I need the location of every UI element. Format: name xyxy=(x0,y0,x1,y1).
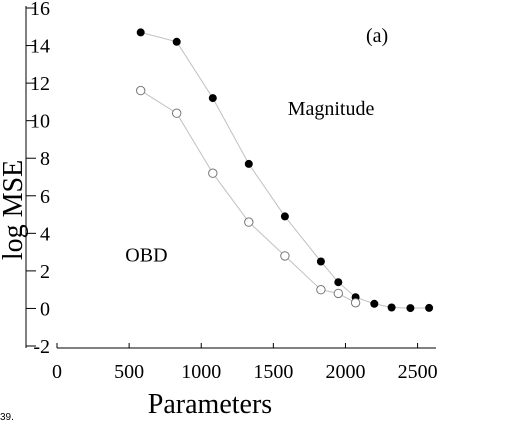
y-tick-label: 16 xyxy=(30,0,50,20)
x-tick-label: 2000 xyxy=(325,361,365,383)
data-point xyxy=(333,288,343,299)
data-point xyxy=(370,299,379,308)
y-tick-label: 0 xyxy=(40,298,50,320)
data-point xyxy=(208,168,218,178)
series-line xyxy=(140,90,356,304)
data-point xyxy=(280,251,290,261)
data-point xyxy=(425,303,434,312)
data-point xyxy=(350,298,361,308)
annotation-layer: Magnitude OBD xyxy=(125,98,374,266)
y-axis-title: log MSE xyxy=(0,160,29,260)
data-point xyxy=(244,159,253,168)
data-point xyxy=(136,85,146,96)
data-point xyxy=(136,28,145,37)
series-line xyxy=(140,31,430,309)
y-tick-label: 8 xyxy=(40,148,50,170)
data-point xyxy=(387,303,396,312)
data-point xyxy=(172,37,181,46)
x-tick-label: 500 xyxy=(114,361,144,383)
series-layer xyxy=(136,28,434,313)
footer-fragment: 39. xyxy=(0,412,14,423)
y-tick-label: 14 xyxy=(30,36,50,58)
panel-label: (a) xyxy=(366,25,388,47)
x-tick-label: 0 xyxy=(52,361,62,383)
y-tick-label: -2 xyxy=(33,336,50,358)
y-tick-label: 12 xyxy=(30,73,50,95)
data-point xyxy=(208,94,217,103)
x-tick-label: 1500 xyxy=(253,361,293,383)
y-tick-label: 10 xyxy=(30,111,50,133)
x-axis-title: Parameters xyxy=(148,389,272,420)
data-point xyxy=(316,285,326,295)
y-tick-label: 6 xyxy=(40,186,50,208)
annotation-obd: OBD xyxy=(125,245,167,267)
data-point xyxy=(406,304,415,313)
x-tick-label: 1000 xyxy=(181,361,221,383)
y-tick-label: 2 xyxy=(40,261,50,283)
annotation-magnitude: Magnitude xyxy=(288,98,375,120)
data-point xyxy=(244,217,254,227)
data-point xyxy=(280,212,289,221)
data-point xyxy=(316,257,325,266)
series-magnitude xyxy=(136,28,434,313)
series-obd xyxy=(136,85,361,308)
data-point xyxy=(334,278,343,287)
data-point xyxy=(172,108,182,118)
y-tick-label: 4 xyxy=(40,223,50,245)
x-tick-label: 2500 xyxy=(398,361,438,383)
